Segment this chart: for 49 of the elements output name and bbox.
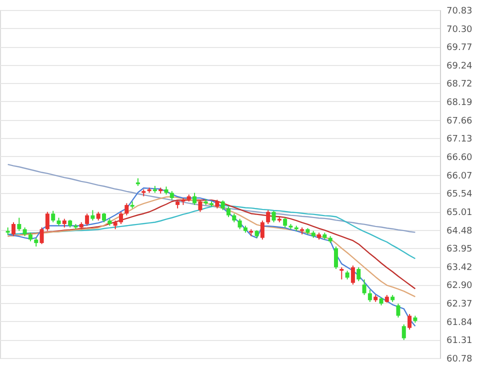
candlestick xyxy=(266,210,270,224)
candlestick xyxy=(51,210,56,223)
candlestick xyxy=(334,246,338,270)
candlestick xyxy=(90,210,95,222)
candlestick xyxy=(45,211,50,232)
y-tick-label: 70.83 xyxy=(446,6,472,16)
candlestick xyxy=(11,222,16,237)
candlestick xyxy=(356,266,361,282)
candlestick xyxy=(226,206,230,218)
candlestick xyxy=(362,278,366,296)
candlestick xyxy=(396,303,400,318)
candlestick xyxy=(260,220,264,240)
y-tick-label: 65.54 xyxy=(446,190,473,200)
candlestick xyxy=(402,324,406,340)
y-tick-label: 61.84 xyxy=(446,318,473,328)
line-series xyxy=(7,187,416,327)
candlestick xyxy=(40,226,44,245)
line-series xyxy=(7,164,416,233)
candlestick xyxy=(198,199,202,212)
candlestick xyxy=(192,192,197,206)
candlestick xyxy=(220,200,225,211)
y-tick-label: 63.95 xyxy=(446,244,472,255)
candlestick xyxy=(272,210,276,223)
candlestick xyxy=(283,217,288,228)
candlestick xyxy=(408,314,412,330)
y-tick-label: 63.42 xyxy=(446,263,472,274)
candlestick xyxy=(350,265,355,286)
candlestick xyxy=(118,211,123,224)
y-tick-label: 62.37 xyxy=(446,299,472,310)
y-tick-label: 62.90 xyxy=(446,281,473,292)
y-tick-label: 66.60 xyxy=(446,152,473,163)
candlestick xyxy=(17,217,22,232)
y-tick-label: 69.24 xyxy=(446,62,473,72)
y-tick-label: 64.48 xyxy=(446,226,473,236)
candlestick xyxy=(368,289,372,302)
y-tick-label: 68.19 xyxy=(446,98,473,108)
y-tick-label: 70.30 xyxy=(446,24,473,35)
y-tick-label: 61.31 xyxy=(446,336,472,346)
candlestick xyxy=(85,213,90,226)
y-tick-label: 67.13 xyxy=(446,134,472,145)
y-tick-label: 69.77 xyxy=(446,43,472,54)
y-tick-label: 60.78 xyxy=(446,354,473,364)
y-tick-label: 65.01 xyxy=(446,208,472,218)
candlestick xyxy=(102,212,106,223)
candlestick xyxy=(238,218,242,230)
candlestick xyxy=(124,202,129,216)
y-tick-label: 68.72 xyxy=(446,80,472,90)
y-tick-label: 66.07 xyxy=(446,171,472,182)
y-tick-label: 67.66 xyxy=(446,116,473,126)
